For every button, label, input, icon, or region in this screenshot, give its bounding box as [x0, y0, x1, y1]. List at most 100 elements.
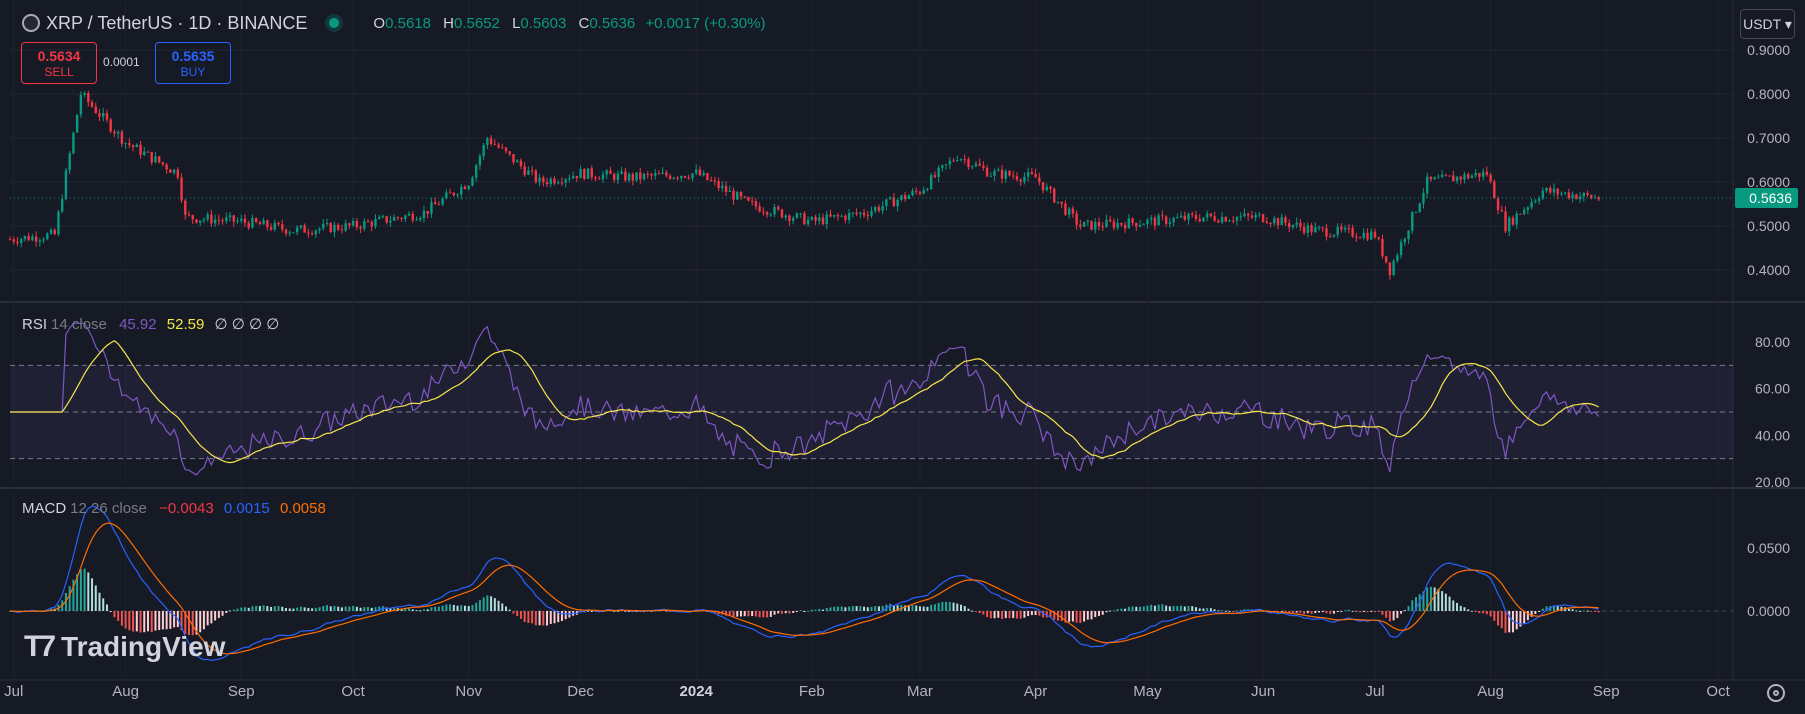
candle-body — [803, 213, 806, 225]
candle-body — [269, 227, 273, 230]
macd-histogram-bar — [1444, 593, 1447, 611]
candle-body — [1563, 192, 1567, 194]
candle-body — [620, 171, 623, 174]
currency-select[interactable]: USDT ▾ — [1740, 9, 1795, 39]
rsi-legend[interactable]: RSI 14 close 45.92 52.59 ∅ ∅ ∅ ∅ — [22, 316, 280, 333]
macd-histogram-bar — [1586, 610, 1589, 612]
candle-body — [116, 131, 120, 134]
candle-body — [571, 175, 575, 179]
macd-histogram-bar — [229, 610, 232, 612]
candle-body — [1556, 188, 1559, 195]
macd-histogram-bar — [1448, 596, 1451, 611]
macd-histogram-bar — [1400, 611, 1403, 614]
macd-histogram-bar — [1187, 606, 1190, 611]
symbol-header[interactable]: XRP / TetherUS · 1D · BINANCE O0.5618 H0… — [22, 10, 765, 36]
macd-histogram-bar — [803, 611, 806, 612]
macd-histogram-bar — [892, 605, 895, 611]
macd-histogram-bar — [1373, 611, 1376, 612]
candle-body — [135, 144, 139, 148]
candle-body — [1340, 226, 1343, 230]
macd-histogram-bar — [1534, 611, 1537, 615]
macd-histogram-bar — [180, 611, 183, 631]
time-tick-label: Jul — [4, 683, 23, 700]
macd-legend[interactable]: MACD 12 26 close −0.0043 0.0015 0.0058 — [22, 500, 326, 517]
candle-body — [635, 172, 638, 181]
rsi-pane[interactable] — [10, 322, 1733, 476]
candle-body — [516, 160, 519, 163]
sell-button[interactable]: 0.5634 SELL — [21, 42, 97, 84]
macd-histogram-bar — [669, 611, 672, 612]
candle-body — [1396, 255, 1399, 262]
macd-histogram-bar — [1191, 606, 1194, 611]
macd-histogram-bar — [210, 611, 213, 624]
symbol-title: XRP / TetherUS · 1D · BINANCE — [46, 12, 308, 33]
macd-histogram-bar — [132, 611, 135, 632]
macd-histogram-bar — [1407, 606, 1410, 611]
macd-pane[interactable] — [9, 505, 1733, 662]
settings-gear-icon[interactable] — [1767, 684, 1785, 702]
macd-histogram-bar — [505, 606, 508, 611]
candle-body — [501, 147, 504, 149]
price-tick-label: 0.4000 — [1747, 262, 1790, 278]
macd-histogram-bar — [1217, 610, 1220, 612]
macd-histogram-bar — [109, 611, 112, 612]
candle-body — [825, 214, 828, 225]
candle-body — [1552, 188, 1556, 193]
candle-body — [75, 114, 79, 133]
macd-histogram-bar — [1101, 611, 1104, 615]
candle-body — [553, 178, 556, 184]
macd-line — [9, 505, 1599, 662]
candle-body — [758, 206, 761, 212]
macd-histogram-bar — [907, 605, 910, 611]
macd-histogram-bar — [1239, 609, 1242, 611]
candle-body — [918, 191, 922, 194]
macd-histogram-bar — [1556, 606, 1559, 611]
candle-body — [87, 93, 90, 103]
candle-body — [601, 174, 605, 180]
macd-histogram-bar — [818, 608, 821, 611]
candle-body — [277, 222, 280, 225]
macd-histogram-bar — [1202, 608, 1205, 611]
candle-body — [262, 220, 265, 225]
candle-body — [157, 156, 161, 163]
macd-histogram-bar — [1541, 608, 1544, 611]
macd-histogram-bar — [1441, 591, 1444, 611]
candle-body — [926, 188, 929, 190]
macd-histogram-bar — [326, 605, 329, 611]
candle-body — [1053, 188, 1056, 203]
candle-body — [728, 190, 731, 192]
candle-body — [844, 215, 847, 220]
candle-body — [258, 222, 262, 225]
candle-body — [1317, 227, 1321, 229]
price-pane[interactable] — [8, 90, 1733, 281]
candle-body — [396, 217, 400, 219]
candle-body — [814, 216, 817, 221]
candle-body — [732, 190, 735, 200]
macd-histogram-bar — [340, 607, 343, 611]
macd-histogram-bar — [329, 606, 332, 611]
candle-body — [1526, 207, 1530, 210]
candle-body — [359, 227, 362, 229]
macd-histogram-bar — [322, 605, 325, 611]
macd-histogram-bar — [822, 609, 825, 611]
candle-body — [762, 211, 765, 213]
candle-body — [508, 151, 511, 155]
candle-body — [1097, 222, 1101, 227]
candle-body — [437, 204, 441, 206]
macd-histogram-bar — [1008, 611, 1011, 619]
macd-histogram-bar — [501, 603, 504, 611]
candle-body — [497, 144, 500, 148]
candle-body — [900, 195, 903, 200]
candle-body — [721, 185, 724, 188]
buy-button[interactable]: 0.5635 BUY — [155, 42, 231, 84]
macd-histogram-bar — [258, 606, 261, 611]
candle-body — [83, 93, 86, 95]
candle-body — [1071, 208, 1075, 214]
macd-histogram-bar — [855, 606, 858, 611]
macd-histogram-bar — [1392, 611, 1395, 621]
candle-body — [605, 170, 608, 175]
candle-body — [859, 212, 862, 215]
macd-histogram-bar — [807, 610, 810, 612]
candle-body — [1030, 172, 1034, 174]
